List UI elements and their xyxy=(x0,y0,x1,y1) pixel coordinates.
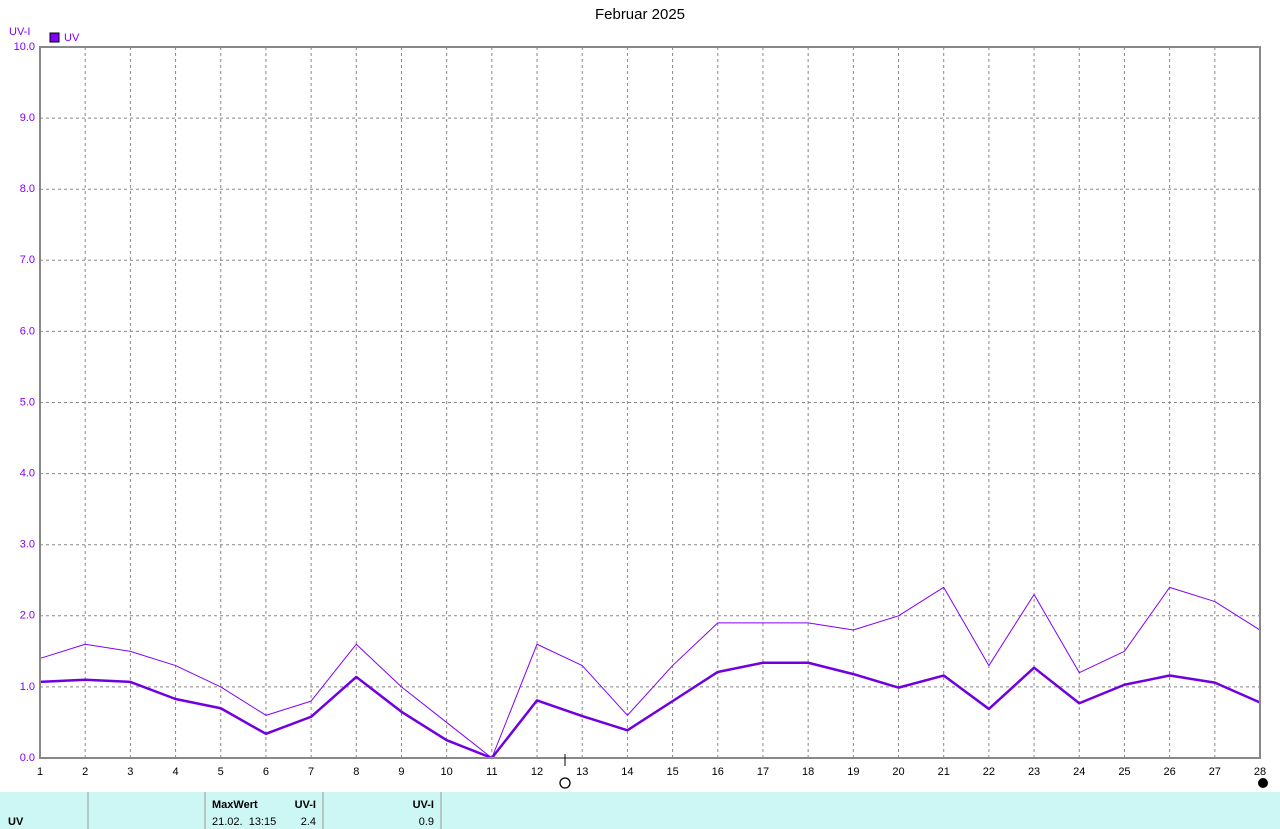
table-dividers xyxy=(87,792,442,829)
plot-border xyxy=(39,46,1261,759)
table-cell: 21.02. 13:15 xyxy=(212,816,276,828)
y-tick-label: 8.0 xyxy=(20,183,35,195)
y-tick-label: 2.0 xyxy=(20,610,35,622)
x-tick-label: 7 xyxy=(308,766,314,778)
table-cell: 0.9 xyxy=(419,816,434,828)
x-tick-label: 19 xyxy=(847,766,859,778)
x-tick-label: 8 xyxy=(353,766,359,778)
x-tick-label: 24 xyxy=(1073,766,1085,778)
y-tick-label: 6.0 xyxy=(20,325,35,337)
x-tick-label: 17 xyxy=(757,766,769,778)
table-cell: 2.4 xyxy=(301,816,316,828)
y-tick-label: 10.0 xyxy=(14,41,35,53)
x-tick-label: 27 xyxy=(1209,766,1221,778)
x-tick-label: 20 xyxy=(892,766,904,778)
data-line xyxy=(39,661,1261,760)
new-moon-icon xyxy=(1258,778,1268,788)
x-tick-label: 10 xyxy=(441,766,453,778)
y-tick-label: 3.0 xyxy=(20,539,35,551)
x-tick-label: 22 xyxy=(983,766,995,778)
x-tick-label: 1 xyxy=(37,766,43,778)
y-tick-label: 5.0 xyxy=(20,396,35,408)
plot-area: 0.01.02.03.04.05.06.07.08.09.010.01 2 3 4 5 6… xyxy=(14,41,1267,778)
legend-label: UV xyxy=(64,32,80,44)
x-tick-label: 11 xyxy=(486,766,497,778)
table-row-label: UV xyxy=(8,816,24,828)
x-tick-label: 2 xyxy=(82,766,88,778)
y-axis-label: UV-I xyxy=(9,26,30,38)
y-tick-label: 1.0 xyxy=(20,681,35,693)
x-tick-label: 25 xyxy=(1118,766,1130,778)
table-header: UV-I xyxy=(295,799,316,811)
x-tick-label: 16 xyxy=(712,766,724,778)
y-tick-label: 9.0 xyxy=(20,112,35,124)
legend-swatch xyxy=(49,32,60,43)
x-tick-label: 9 xyxy=(398,766,404,778)
footer-table xyxy=(0,792,1280,829)
table-header: MaxWert xyxy=(212,799,258,811)
x-tick-label: 18 xyxy=(802,766,814,778)
x-tick-label: 23 xyxy=(1028,766,1040,778)
y-tick-label: 0.0 xyxy=(20,752,35,764)
x-tick-label: 14 xyxy=(621,766,633,778)
table-header: UV-I xyxy=(413,799,434,811)
x-tick-label: 21 xyxy=(938,766,950,778)
y-tick-label: 7.0 xyxy=(20,254,35,266)
full-moon-icon xyxy=(559,777,571,789)
x-tick-label: 5 xyxy=(218,766,224,778)
x-tick-label: 6 xyxy=(263,766,269,778)
chart-title: Februar 2025 xyxy=(595,6,685,23)
x-tick-label: 28 xyxy=(1254,766,1266,778)
x-tick-label: 13 xyxy=(576,766,588,778)
x-tick-label: 4 xyxy=(172,766,178,778)
x-tick-label: 12 xyxy=(531,766,543,778)
x-tick-label: 15 xyxy=(666,766,678,778)
y-tick-label: 4.0 xyxy=(20,468,35,480)
x-tick-label: 3 xyxy=(127,766,133,778)
data-line xyxy=(39,586,1261,759)
x-tick-label: 26 xyxy=(1164,766,1176,778)
